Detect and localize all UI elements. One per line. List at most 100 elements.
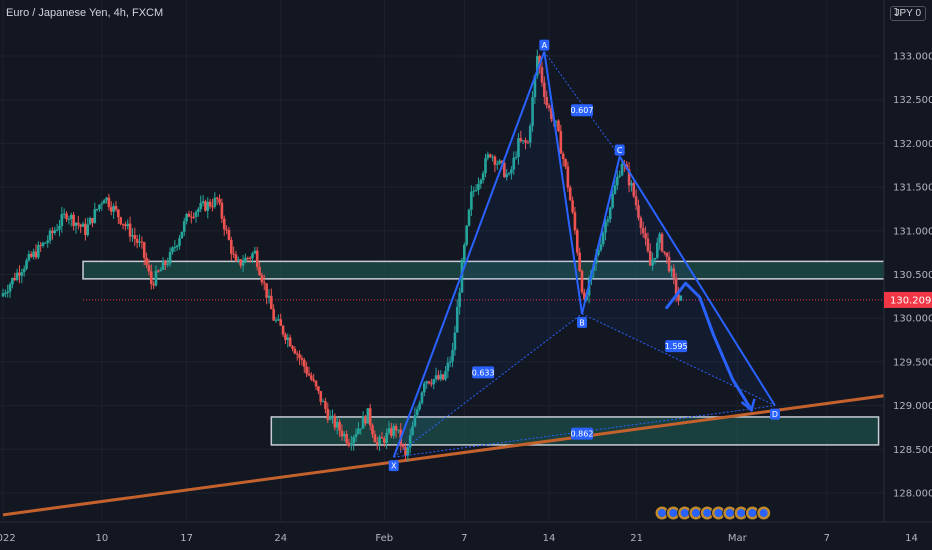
candle-body: [25, 260, 28, 269]
candle-body: [505, 174, 508, 178]
candle-body: [258, 266, 261, 276]
candle-body: [194, 211, 198, 217]
candle-body: [135, 238, 139, 243]
price-axis[interactable]: 128.000 128.500 129.000 129.500 130.000 130.5…: [883, 0, 932, 550]
trendline-layer: [2, 299, 932, 517]
candle-body: [430, 383, 433, 385]
candle-body: [342, 433, 346, 437]
pattern-ratio-line: [393, 313, 583, 458]
candle-body: [46, 240, 50, 243]
candle-body: [248, 258, 252, 260]
candle-body: [1, 293, 5, 297]
price-tick-label: 131.500: [893, 183, 932, 194]
candle-body: [260, 275, 264, 283]
candle-body: [644, 233, 647, 239]
candle-body: [568, 187, 572, 201]
candle-body: [293, 348, 297, 354]
candle-body: [192, 216, 195, 218]
candle-body: [27, 253, 31, 261]
candle-body: [533, 75, 537, 98]
economic-event-inner-icon: [748, 509, 757, 517]
candle-body: [608, 207, 612, 220]
time-tick-label: 14: [543, 533, 556, 544]
candle-body: [105, 197, 108, 201]
price-tick-label: 132.500: [893, 95, 932, 106]
economic-event-inner-icon: [714, 509, 723, 517]
candle-body: [488, 154, 492, 157]
candle-body: [514, 157, 518, 159]
time-tick-label: Feb: [375, 533, 393, 544]
candle-body: [206, 201, 210, 211]
candle-body: [140, 241, 144, 243]
candle-body: [32, 251, 35, 257]
candle-body: [62, 213, 66, 215]
candle-body: [382, 438, 386, 443]
candle-body: [479, 180, 483, 184]
candle-body: [201, 201, 205, 204]
candle-body: [204, 201, 207, 211]
candle-body: [641, 227, 645, 234]
candle-body: [571, 200, 574, 213]
candle-body: [79, 224, 82, 227]
time-tick-label: Mar: [728, 533, 748, 544]
event-markers[interactable]: [654, 505, 772, 521]
candle-body: [667, 256, 671, 272]
candle-body: [72, 214, 75, 226]
harmonic-pattern: X A B C D 0.607 0.633 1.595 0.862: [388, 39, 780, 472]
candle-body: [651, 259, 654, 266]
candle-body: [361, 416, 365, 429]
candle-body: [467, 209, 471, 226]
candle-body: [413, 415, 417, 427]
currency-button[interactable]: JPY 0: [889, 6, 926, 21]
candle-body: [368, 408, 372, 426]
ascending-trendline: [2, 387, 932, 517]
pattern-triangle-bcd: [581, 156, 775, 406]
candle-body: [575, 230, 579, 253]
candle-body: [656, 242, 659, 258]
candle-body: [401, 445, 405, 448]
candle-body: [310, 375, 313, 380]
candle-body: [434, 375, 438, 380]
pattern-leg: [581, 156, 621, 315]
candle-body: [597, 250, 600, 255]
candle-body: [418, 403, 421, 410]
candle-body: [55, 229, 59, 231]
candle-body: [446, 362, 450, 372]
candle-body: [493, 156, 497, 165]
candle-body: [477, 183, 480, 190]
pattern-leg: [543, 51, 583, 314]
time-axis[interactable]: 2022 10 17 24 Feb 7 14 21 Mar 7 14: [0, 521, 932, 544]
candle-body: [634, 196, 638, 206]
pattern-point-badge: [388, 460, 399, 472]
candle-body: [672, 268, 676, 278]
candle-body: [159, 269, 162, 272]
candle-body: [128, 223, 132, 237]
candle-body: [164, 261, 167, 265]
candle-body: [451, 350, 454, 362]
candle-body: [474, 189, 478, 191]
candle-body: [246, 257, 250, 259]
pattern-ratio-label: 0.633: [472, 368, 495, 377]
economic-event-inner-icon: [691, 509, 700, 517]
economic-event-inner-icon: [759, 509, 768, 517]
candle-body: [627, 169, 631, 186]
candle-body: [606, 219, 610, 222]
pattern-ratio-line: [543, 51, 621, 157]
candle-body: [185, 213, 188, 222]
projection-arrowhead: [740, 398, 756, 413]
candle-body: [594, 254, 598, 264]
pattern-ratio-label: 1.595: [665, 342, 688, 351]
candle-body: [230, 239, 233, 254]
candle-body: [255, 250, 259, 267]
economic-event-inner-icon: [669, 509, 678, 517]
candle-body: [211, 206, 214, 208]
economic-event-inner-icon: [737, 509, 746, 517]
candle-body: [665, 252, 669, 257]
symbol-title[interactable]: Euro / Japanese Yen, 4h, FXCM: [6, 7, 164, 19]
pattern-ratio-badge: [570, 104, 593, 117]
candle-body: [463, 244, 466, 260]
candle-body: [239, 259, 243, 266]
candle-body: [237, 259, 240, 262]
candle-body: [114, 206, 118, 210]
